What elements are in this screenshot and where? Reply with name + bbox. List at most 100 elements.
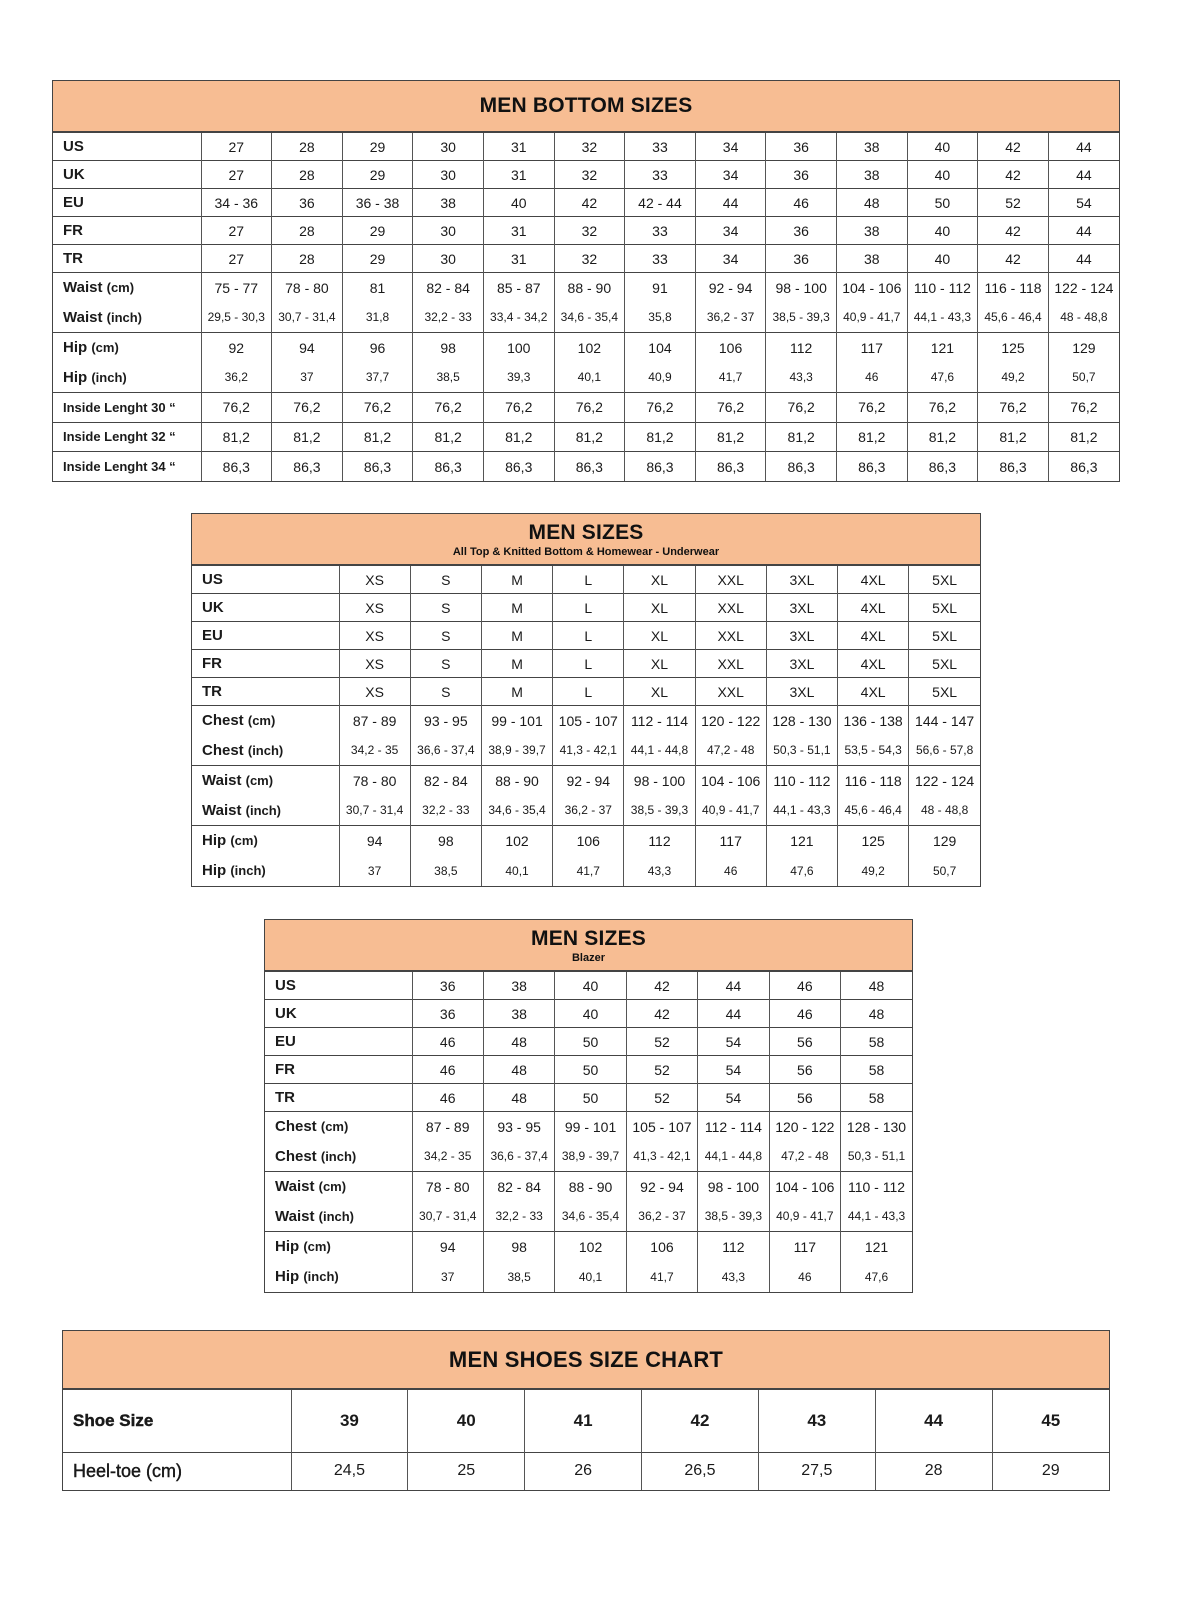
- table-cell: 41,7: [552, 855, 624, 886]
- table-cell: 102: [480, 825, 553, 856]
- men-blazer-sizes-table: MEN SIZES Blazer US 36 38 40 42 44 46 48 UK 36 38 40 4…: [264, 919, 913, 1293]
- row-label-text: Shoe Size: [73, 1411, 154, 1430]
- table-cell: 85 - 87: [482, 272, 555, 303]
- table-cell: 26: [524, 1452, 642, 1490]
- row-label: Hip (inch): [53, 363, 201, 393]
- table-cell: 40: [906, 244, 978, 273]
- table-cell: 93 - 95: [482, 1111, 555, 1142]
- table-cell: 106: [552, 825, 624, 856]
- row-unit: (cm): [230, 833, 258, 849]
- table-row: Inside Lenght 34 “86,3 86,3 86,3 86,3 86,3 86…: [53, 451, 1119, 481]
- table-row: Hip (cm) 94 98 102 106 112 117 121 125 129: [192, 825, 980, 856]
- table-cell: 28: [271, 244, 343, 273]
- table-cell: 34: [694, 160, 766, 189]
- table-cell: 36,6 - 37,4: [409, 735, 482, 766]
- table-cell: 29: [341, 132, 413, 161]
- table-cell: 86,3: [553, 451, 625, 481]
- table-cell: 40,1: [480, 855, 553, 886]
- table-cell: 82 - 84: [409, 765, 482, 796]
- table-cell: 56: [768, 1083, 841, 1112]
- row-label: Waist (cm): [192, 765, 339, 796]
- table-cell: 50: [906, 188, 978, 217]
- table-cell: 94: [411, 1231, 484, 1262]
- table-row: Waist (cm) 78 - 80 82 - 84 88 - 90 92 - 94 98…: [192, 765, 980, 796]
- row-label: Chest (inch): [265, 1142, 412, 1172]
- table-row: Shoe Size 39 40 41 42 43 44 45: [63, 1389, 1109, 1453]
- table-cell: 38: [412, 188, 484, 217]
- row-label-text: Waist: [63, 308, 103, 326]
- row-label: UK: [265, 999, 412, 1028]
- row-label: Inside Lenght 30 “: [53, 392, 201, 422]
- table-cell: 58: [840, 1055, 912, 1084]
- table-cell: M: [480, 593, 553, 622]
- table-cell: 81,2: [341, 421, 413, 452]
- row-label: Hip (cm): [265, 1231, 412, 1262]
- table-cell: 125: [977, 332, 1049, 363]
- table-cell: 117: [694, 825, 767, 856]
- table-cell: 122 - 124: [1047, 272, 1119, 303]
- row-label-text: Hip: [275, 1238, 300, 1256]
- table-cell: M: [480, 649, 553, 678]
- table-cell: 86,3: [1047, 451, 1119, 481]
- table-title: MEN SHOES SIZE CHART: [448, 1346, 724, 1372]
- table-cell: 86,3: [271, 451, 343, 481]
- table-cell: 4XL: [837, 677, 909, 706]
- table-cell: 78 - 80: [411, 1171, 484, 1202]
- table-cell: 81,2: [765, 421, 837, 452]
- table-cell: 41,7: [694, 362, 766, 393]
- table-cell: 34,6 - 35,4: [553, 302, 625, 333]
- table-cell: 44: [694, 188, 766, 217]
- table-cell: 129: [1047, 332, 1119, 363]
- table-cell: 102: [553, 332, 625, 363]
- table-cell: 136 - 138: [837, 705, 909, 736]
- table-cell: S: [409, 649, 482, 678]
- table-cell: 40: [906, 160, 978, 189]
- table-cell: 36,2 - 37: [694, 302, 766, 333]
- table-cell: 98 - 100: [623, 765, 696, 796]
- table-cell: 34: [694, 132, 766, 161]
- table-cell: 112 - 114: [623, 705, 696, 736]
- table-cell: 99 - 101: [480, 705, 553, 736]
- table-cell: S: [409, 565, 482, 594]
- table-cell: 50,7: [1047, 362, 1119, 393]
- table-cell: 105 - 107: [625, 1111, 698, 1142]
- table-row: TR 27 28 29 30 31 32 33 34 36 38 40 42 44: [53, 244, 1119, 273]
- table-cell: 5XL: [908, 565, 980, 594]
- table-cell: 92 - 94: [694, 272, 766, 303]
- table-cell: 4XL: [837, 649, 909, 678]
- table-cell: 34,6 - 35,4: [554, 1201, 627, 1232]
- table-row: FR 27 28 29 30 31 32 33 34 36 38 40 42 44: [53, 216, 1119, 245]
- table-cell: 56: [768, 1055, 841, 1084]
- table-cell: 38,9 - 39,7: [554, 1141, 627, 1172]
- table-cell: 35,8: [624, 302, 696, 333]
- row-label-text: Inside Lenght 32 “: [63, 429, 176, 445]
- table-cell: 128 - 130: [765, 705, 838, 736]
- row-label-text: US: [202, 571, 223, 588]
- table-row: FR 46 48 50 52 54 56 58: [265, 1055, 912, 1084]
- table-cell: 50,3 - 51,1: [840, 1141, 912, 1172]
- table-cell: 38,9 - 39,7: [480, 735, 553, 766]
- table-cell: 46: [768, 971, 841, 1000]
- row-label: Waist (cm): [265, 1171, 412, 1202]
- table-cell: 39,3: [482, 362, 555, 393]
- row-label: FR: [192, 649, 339, 678]
- table-cell: 121: [840, 1231, 912, 1262]
- table-cell: 86,3: [906, 451, 978, 481]
- table-cell: 81,2: [271, 421, 343, 452]
- table-cell: XS: [338, 593, 411, 622]
- table-cell: 40: [554, 999, 627, 1028]
- table-cell: 36: [411, 999, 484, 1028]
- row-label-text: FR: [202, 655, 222, 672]
- table-cell: 98: [409, 825, 482, 856]
- table-cell: 102: [554, 1231, 627, 1262]
- table-cell: 34,6 - 35,4: [480, 795, 553, 826]
- table-cell: 88 - 90: [553, 272, 625, 303]
- table-cell: XL: [623, 593, 696, 622]
- row-label-text: Inside Lenght 30 “: [63, 399, 176, 415]
- table-row: EU XS S M L XL XXL 3XL 4XL 5XL: [192, 621, 980, 650]
- table-cell: 76,2: [765, 392, 837, 422]
- row-label-text: Waist: [202, 772, 242, 790]
- table-cell: 50,7: [908, 855, 980, 886]
- table-cell: 32: [553, 132, 625, 161]
- table-subtitle: Blazer: [571, 951, 606, 964]
